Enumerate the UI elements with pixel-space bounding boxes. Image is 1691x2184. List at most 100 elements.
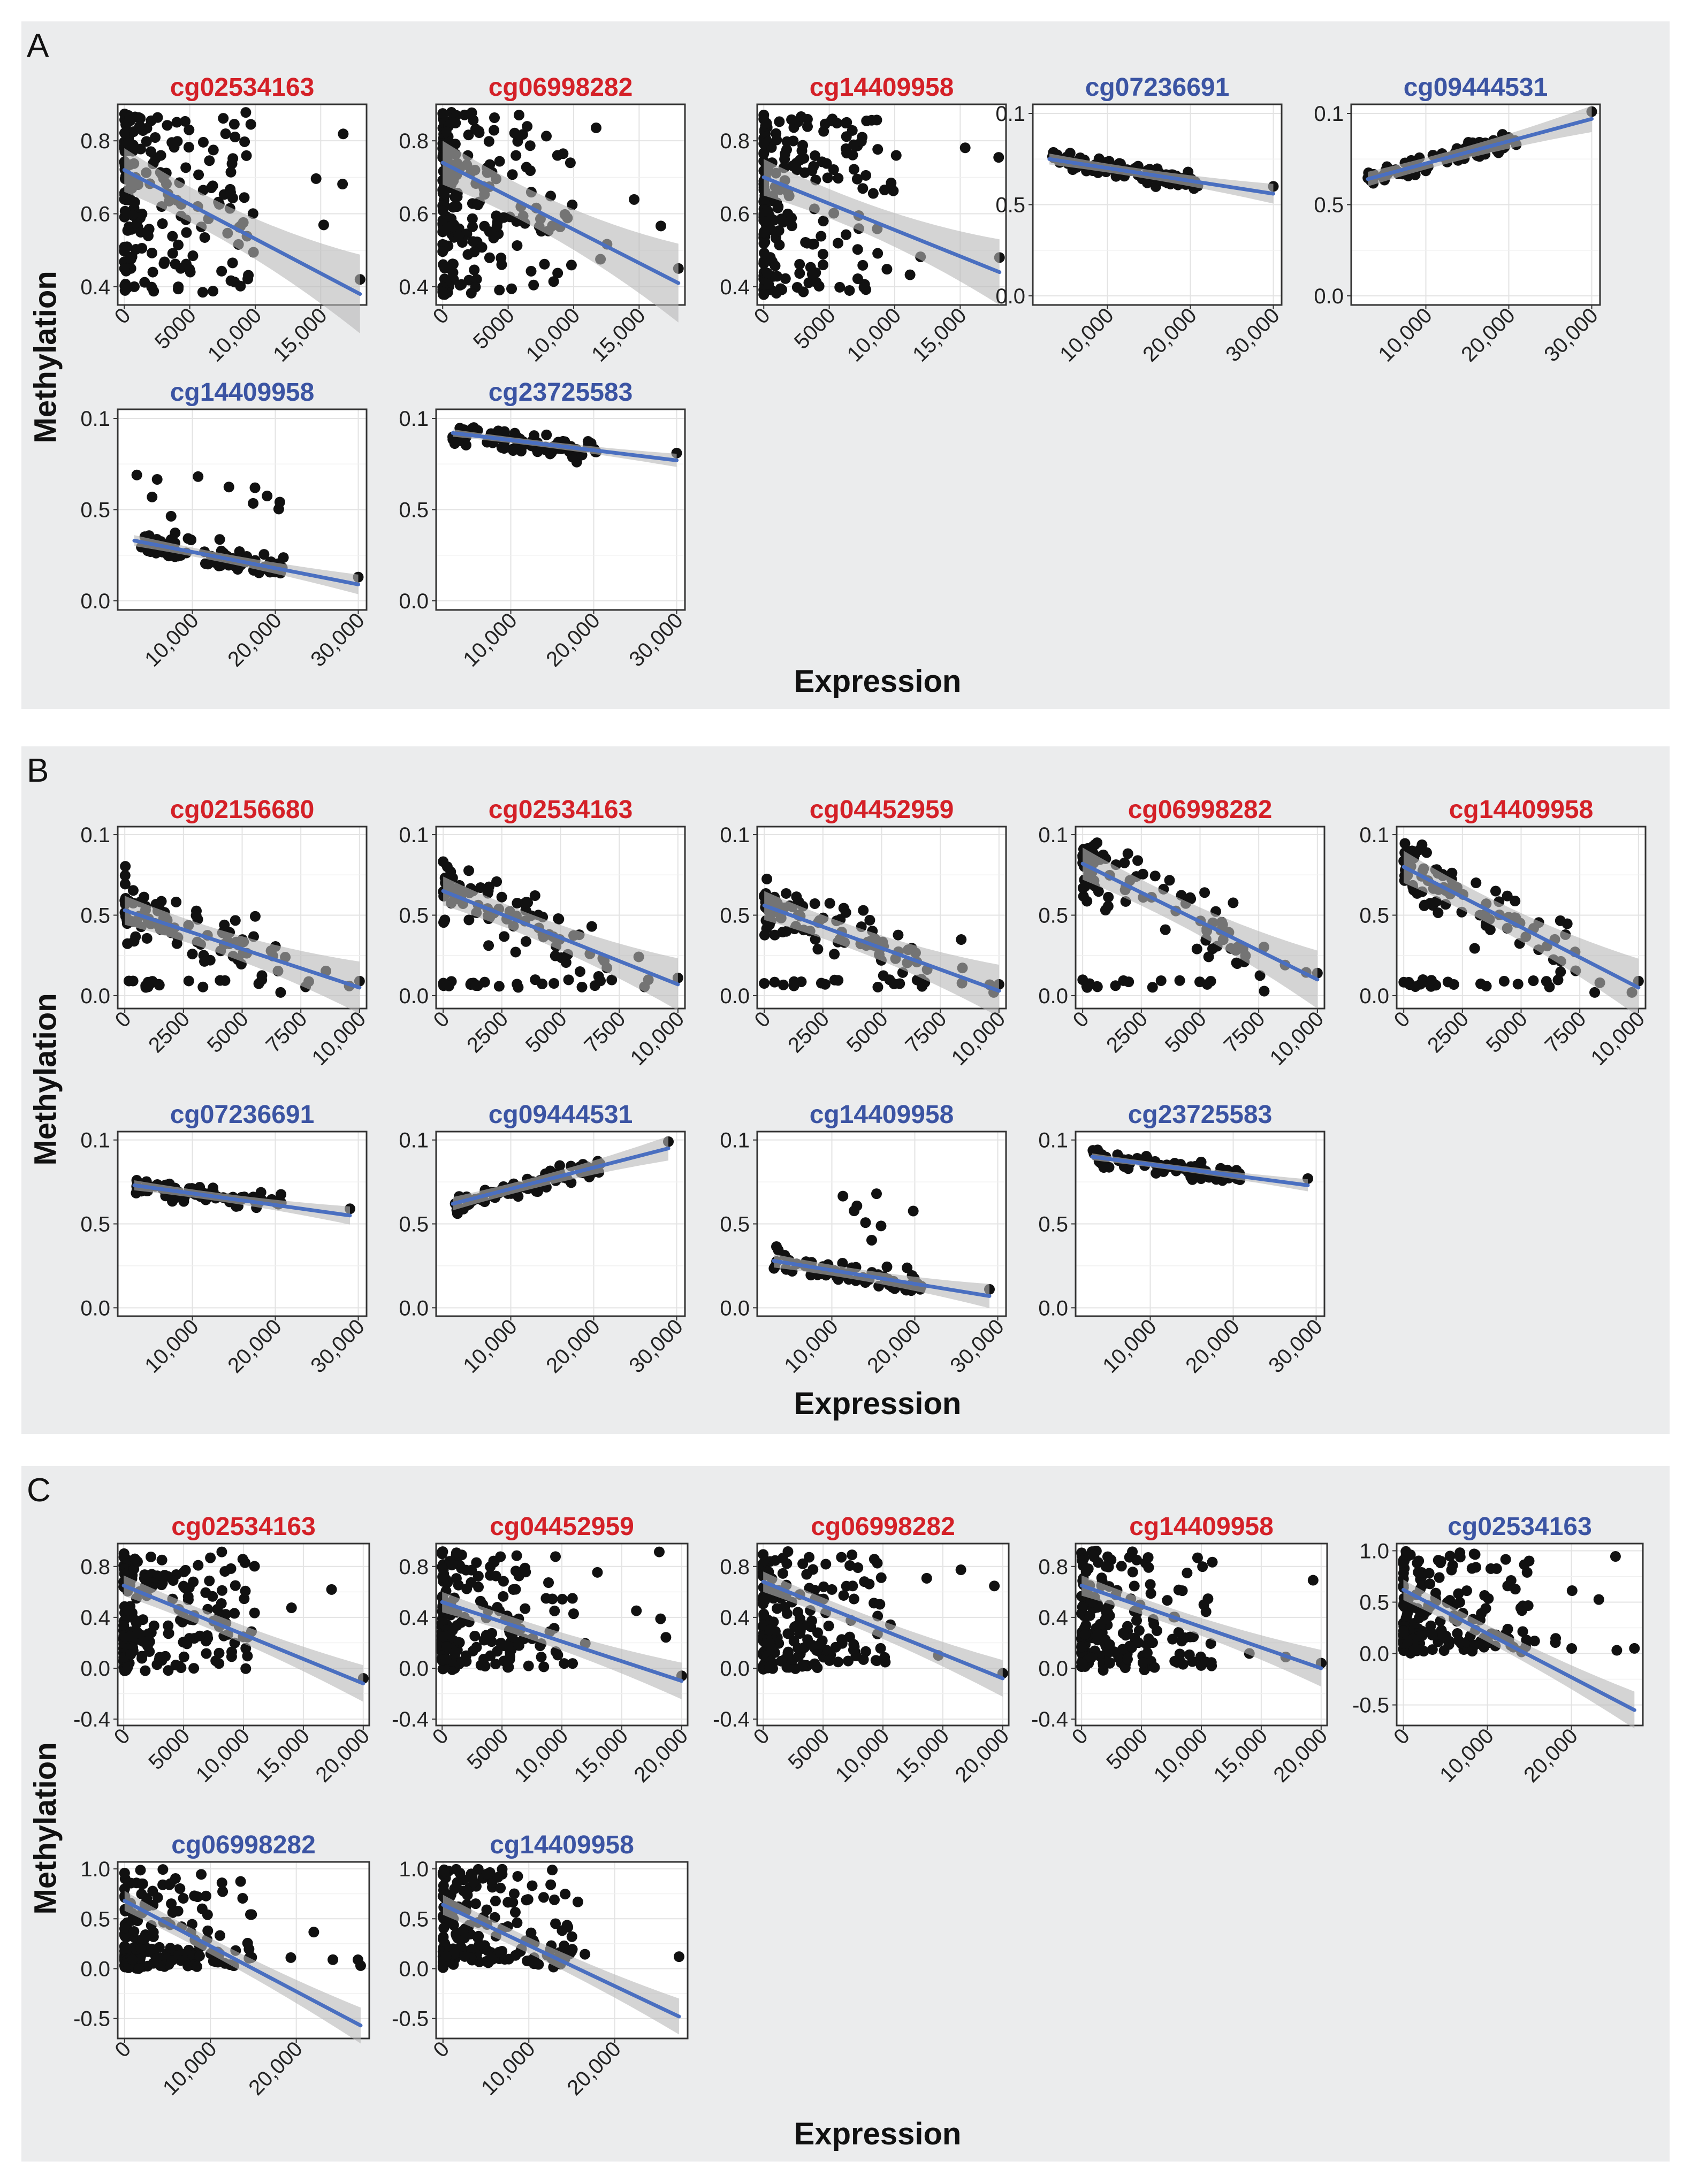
data-point: [490, 1570, 501, 1582]
data-point: [242, 1651, 253, 1662]
data-point: [467, 1645, 478, 1656]
data-point: [520, 1603, 531, 1614]
panel-title: cg04452959: [810, 796, 954, 824]
data-point: [441, 1641, 452, 1652]
data-point: [830, 1641, 841, 1653]
panel-c-6: cg06998282 -0.5 0.0 0.5 1.0 0 10,000 20,000: [73, 1831, 370, 2100]
data-point: [1119, 857, 1130, 868]
data-point: [440, 126, 452, 138]
y-tick-label: 0.0: [1038, 1657, 1068, 1681]
data-point: [119, 870, 131, 881]
panel-title: cg06998282: [811, 1513, 955, 1541]
data-point: [355, 1960, 366, 1971]
data-point: [773, 1244, 784, 1256]
data-point: [1149, 1662, 1160, 1673]
data-point: [1483, 1593, 1494, 1604]
data-point: [787, 1654, 798, 1666]
data-point: [507, 1897, 519, 1908]
data-point: [809, 898, 820, 909]
y-tick-label: 0.5: [720, 1213, 750, 1236]
x-tick-label: 5000: [1102, 1724, 1152, 1774]
data-point: [1471, 877, 1482, 889]
data-point: [220, 1609, 231, 1620]
confidence-band: [443, 876, 678, 1011]
fit-line: [762, 903, 1001, 993]
data-point: [758, 238, 770, 249]
y-tick-label: 0.4: [80, 276, 110, 299]
data-point: [485, 1650, 496, 1661]
data-point: [528, 279, 539, 291]
x-tick-label: 20,000: [1457, 303, 1520, 366]
data-point: [137, 1636, 148, 1647]
data-point: [1399, 838, 1411, 849]
x-tick-label: 0: [110, 2037, 135, 2062]
data-point: [337, 179, 348, 190]
data-point: [496, 891, 507, 903]
data-point: [235, 1876, 246, 1887]
data-point: [522, 121, 533, 132]
x-tick-label: 5000: [790, 303, 840, 354]
data-point: [1404, 979, 1415, 990]
data-point: [859, 1576, 870, 1587]
data-point: [133, 1963, 144, 1974]
data-point: [1098, 849, 1109, 860]
x-tick-label: 2500: [1102, 1007, 1152, 1057]
data-point: [1398, 1625, 1409, 1637]
data-point: [507, 169, 518, 180]
x-tick-label: 5000: [842, 1007, 893, 1057]
data-point: [1167, 1633, 1178, 1645]
data-point: [172, 284, 184, 295]
panel-b-9: cg23725583 0.0 0.5 0.1 10,000 20,000 30,000: [1038, 1101, 1327, 1378]
confidence-band: [1404, 851, 1639, 1017]
data-point: [1505, 1575, 1517, 1586]
panel-title: cg23725583: [1128, 1101, 1273, 1129]
data-point: [655, 1613, 666, 1624]
fit-line: [1401, 1587, 1636, 1712]
data-point: [496, 1638, 507, 1649]
y-tick-label: 0.5: [80, 904, 110, 927]
confidence-band: [443, 141, 679, 323]
data-point: [183, 142, 194, 153]
data-point: [448, 1948, 460, 1959]
data-point: [135, 1865, 146, 1876]
data-point: [1398, 1557, 1409, 1568]
data-point: [1104, 1639, 1115, 1650]
data-point: [1155, 975, 1167, 986]
data-point: [437, 1934, 448, 1945]
data-point: [1611, 1645, 1623, 1656]
x-axis-title-b: Expression: [794, 1386, 962, 1421]
data-point: [545, 1879, 557, 1890]
data-point: [763, 206, 774, 217]
fit-line: [123, 1899, 363, 2028]
data-point: [560, 957, 572, 968]
data-point: [1610, 1551, 1621, 1562]
data-point: [192, 1891, 203, 1903]
data-point: [210, 1655, 222, 1667]
data-point: [1077, 1658, 1088, 1669]
data-point: [788, 980, 799, 991]
data-point: [438, 1922, 450, 1934]
x-tick-label: 30,000: [1264, 1315, 1327, 1378]
data-point: [120, 861, 131, 872]
data-point: [1203, 951, 1214, 963]
confidence-band: [1403, 1579, 1635, 1729]
panel-c-5: cg02534163 -0.5 0.0 0.5 1.0 0 10,000 20,000: [1352, 1513, 1644, 1787]
y-tick-label: 0.5: [80, 1213, 110, 1236]
data-point: [227, 153, 239, 164]
confidence-band: [774, 1254, 989, 1308]
data-point: [879, 1652, 890, 1663]
panel-title: cg14409958: [1449, 796, 1594, 824]
fit-line: [440, 161, 681, 285]
data-point: [227, 257, 238, 269]
data-point: [1103, 891, 1114, 903]
data-point: [208, 144, 219, 156]
data-point: [119, 1568, 130, 1579]
data-point: [1102, 900, 1114, 912]
data-point: [786, 212, 797, 224]
data-point: [437, 1663, 448, 1675]
data-point: [506, 1644, 517, 1655]
data-point: [872, 981, 883, 992]
data-point: [247, 208, 258, 219]
